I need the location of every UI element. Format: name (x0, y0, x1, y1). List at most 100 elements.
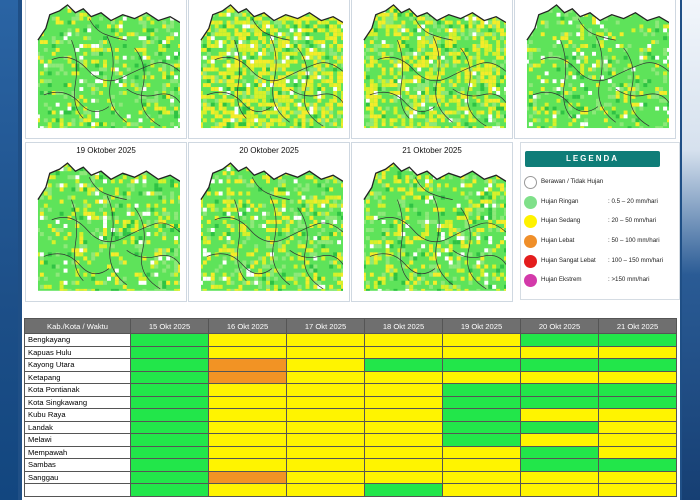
region-name: Kayong Utara (24, 358, 131, 372)
region-name: Melawi (24, 433, 131, 447)
legend-item: Hujan Ringan : 0.5 – 20 mm/hari (524, 195, 674, 211)
forecast-cell-sedang (286, 445, 365, 459)
forecast-cell-ringan (130, 345, 209, 359)
map-panel-5: 19 Oktober 2025 (25, 142, 187, 302)
region-name: Bengkayang (24, 333, 131, 347)
right-edge-band (682, 0, 700, 500)
legend-swatch (524, 235, 537, 248)
region-name: Sambas (24, 458, 131, 472)
header-date: 21 Okt 2025 (598, 318, 677, 334)
forecast-cell-sedang (442, 445, 521, 459)
forecast-cell-sedang (520, 433, 599, 447)
legend-item: Berawan / Tidak Hujan (524, 175, 674, 191)
forecast-cell-ringan (364, 358, 443, 372)
forecast-cell-sedang (598, 370, 677, 384)
rain-map (521, 1, 669, 134)
map-image (32, 1, 180, 134)
header-date: 16 Okt 2025 (208, 318, 287, 334)
forecast-cell-ringan (130, 408, 209, 422)
table-row: Sambas (24, 458, 677, 472)
forecast-cell-ringan (520, 358, 599, 372)
map-image (358, 1, 506, 134)
forecast-cell-sedang (286, 345, 365, 359)
forecast-cell-sedang (208, 383, 287, 397)
forecast-cell-sedang (364, 458, 443, 472)
forecast-cell-sedang (286, 470, 365, 484)
table-row: Bengkayang (24, 333, 677, 347)
forecast-cell-sedang (520, 345, 599, 359)
forecast-cell-lebat (208, 358, 287, 372)
forecast-cell-sedang (208, 408, 287, 422)
table-row: Kota Pontianak (24, 383, 677, 397)
map-title: 20 Oktober 2025 (239, 146, 299, 155)
header-date: 20 Okt 2025 (520, 318, 599, 334)
rain-map (358, 1, 506, 134)
forecast-table-wrap: Kab./Kota / Waktu 15 Okt 2025 16 Okt 202… (24, 318, 677, 497)
legend-label: Hujan Sangat Lebat (541, 257, 596, 264)
table-row (24, 483, 677, 497)
forecast-cell-sedang (286, 408, 365, 422)
forecast-cell-sedang (364, 408, 443, 422)
map-image (195, 159, 343, 297)
forecast-cell-ringan (130, 433, 209, 447)
table-row: Kapuas Hulu (24, 345, 677, 359)
table-row: Sanggau (24, 470, 677, 484)
legend-item: Hujan Sangat Lebat : 100 – 150 mm/hari (524, 254, 674, 270)
legend-label: Hujan Sedang (541, 217, 581, 224)
table-row: Landak (24, 420, 677, 434)
region-name: Kota Singkawang (24, 395, 131, 409)
region-name: Kubu Raya (24, 408, 131, 422)
legend-item: Hujan Ekstrem : >150 mm/hari (524, 273, 674, 289)
forecast-cell-sedang (208, 345, 287, 359)
forecast-cell-sedang (286, 433, 365, 447)
forecast-cell-sedang (208, 395, 287, 409)
legend-swatch (524, 196, 537, 209)
region-name: Landak (24, 420, 131, 434)
header-date: 15 Okt 2025 (130, 318, 209, 334)
map-panel-2 (188, 0, 350, 139)
forecast-cell-sedang (598, 483, 677, 497)
map-image (358, 159, 506, 297)
region-name (24, 483, 131, 497)
legend-label: Hujan Ekstrem (541, 276, 582, 283)
legend-range: : 50 – 100 mm/hari (608, 237, 660, 244)
forecast-cell-ringan (130, 358, 209, 372)
forecast-cell-sedang (208, 420, 287, 434)
forecast-cell-lebat (208, 470, 287, 484)
forecast-cell-ringan (130, 458, 209, 472)
region-name: Kota Pontianak (24, 383, 131, 397)
forecast-cell-sedang (442, 470, 521, 484)
header-date: 19 Okt 2025 (442, 318, 521, 334)
header-region: Kab./Kota / Waktu (24, 318, 131, 334)
forecast-cell-ringan (130, 370, 209, 384)
forecast-sheet: 19 Oktober 2025 20 Oktober 2025 21 Oktob… (22, 0, 680, 500)
forecast-cell-sedang (364, 470, 443, 484)
rain-map (32, 1, 180, 134)
forecast-cell-sedang (286, 383, 365, 397)
forecast-cell-sedang (520, 408, 599, 422)
legend-label: Berawan / Tidak Hujan (541, 178, 604, 185)
map-image (195, 1, 343, 134)
forecast-cell-ringan (130, 445, 209, 459)
map-image (32, 159, 180, 297)
forecast-cell-sedang (286, 370, 365, 384)
table-row: Kayong Utara (24, 358, 677, 372)
legend-swatch (524, 176, 537, 189)
forecast-cell-sedang (364, 345, 443, 359)
forecast-cell-sedang (442, 370, 521, 384)
forecast-cell-sedang (208, 333, 287, 347)
forecast-cell-ringan (598, 458, 677, 472)
forecast-cell-sedang (364, 383, 443, 397)
legend-label: Hujan Ringan (541, 198, 579, 205)
forecast-cell-ringan (520, 333, 599, 347)
table-row: Mempawah (24, 445, 677, 459)
forecast-cell-sedang (598, 433, 677, 447)
forecast-cell-ringan (364, 483, 443, 497)
forecast-cell-sedang (442, 333, 521, 347)
rain-map (358, 159, 506, 297)
forecast-cell-sedang (520, 470, 599, 484)
forecast-cell-sedang (364, 333, 443, 347)
forecast-cell-ringan (130, 483, 209, 497)
rain-map (195, 159, 343, 297)
table-row: Kota Singkawang (24, 395, 677, 409)
